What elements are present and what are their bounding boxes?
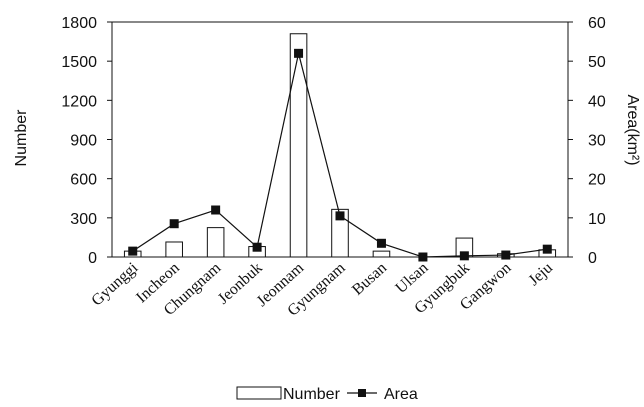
- y-tick-label: 1500: [61, 54, 97, 71]
- category-label: Jeju: [525, 259, 556, 289]
- category-labels: GyunggiIncheonChungnamJeonbukJeonnamGyun…: [88, 259, 556, 320]
- area-point: [418, 252, 428, 262]
- area-point: [252, 242, 262, 252]
- y2-axis-label: Area(km²): [624, 94, 641, 165]
- bar: [289, 33, 308, 258]
- bar: [372, 250, 391, 258]
- y-tick-label: 1200: [61, 93, 97, 110]
- area-point: [294, 48, 304, 58]
- y-tick-label: 1800: [61, 15, 97, 32]
- y-axis-label: Number: [13, 109, 30, 167]
- legend: Number Area: [236, 386, 418, 403]
- y2-tick-label: 0: [588, 250, 597, 267]
- legend-area-marker: [358, 389, 366, 397]
- y2-tick-label: 20: [588, 172, 606, 189]
- y2-tick-label: 40: [588, 93, 606, 110]
- area-point: [542, 244, 552, 254]
- area-point: [128, 246, 138, 256]
- area-point: [335, 211, 345, 221]
- y-tick-label: 600: [70, 172, 97, 189]
- bar: [331, 208, 349, 258]
- y-tick-label: 900: [70, 133, 97, 150]
- legend-area-label: Area: [384, 386, 418, 403]
- area-point: [459, 251, 469, 261]
- bar: [165, 241, 183, 258]
- y2-tick-label: 50: [588, 54, 606, 71]
- right-axis-ticks: 0 10 20 30 40 50 60: [568, 15, 606, 267]
- y2-tick-label: 30: [588, 133, 606, 150]
- legend-number-swatch: [236, 386, 282, 400]
- legend-number-label: Number: [283, 386, 341, 403]
- y2-tick-label: 60: [588, 15, 606, 32]
- y-tick-label: 0: [88, 250, 97, 267]
- bar: [206, 227, 225, 258]
- area-point: [169, 219, 179, 229]
- area-point: [376, 238, 386, 248]
- area-point: [211, 205, 221, 215]
- category-label: Busan: [349, 259, 390, 298]
- y-tick-label: 300: [70, 211, 97, 228]
- chart-marks: [123, 33, 557, 262]
- area-point: [501, 250, 511, 260]
- y2-tick-label: 10: [588, 211, 606, 228]
- left-axis-ticks: 0 300 600 900 1200 1500 1800: [61, 15, 112, 267]
